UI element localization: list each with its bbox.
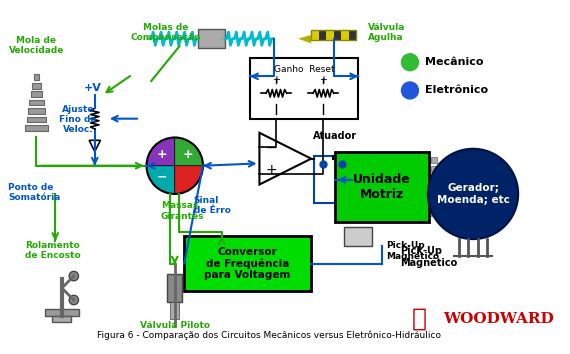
Text: +: + xyxy=(182,148,193,161)
Text: Válvula
Agulha: Válvula Agulha xyxy=(368,23,405,42)
FancyBboxPatch shape xyxy=(431,192,437,198)
FancyBboxPatch shape xyxy=(314,156,352,203)
Text: Mecânico: Mecânico xyxy=(425,57,483,67)
FancyBboxPatch shape xyxy=(32,83,40,88)
Text: WOODWARD: WOODWARD xyxy=(443,312,553,326)
Text: Atuador: Atuador xyxy=(313,131,357,141)
FancyBboxPatch shape xyxy=(431,183,437,189)
Text: Ganho  Reset: Ganho Reset xyxy=(274,65,335,74)
FancyBboxPatch shape xyxy=(349,30,356,40)
FancyBboxPatch shape xyxy=(335,152,429,222)
FancyBboxPatch shape xyxy=(170,302,180,319)
Text: Ajuste
Fino de
Veloc.: Ajuste Fino de Veloc. xyxy=(59,104,96,135)
FancyBboxPatch shape xyxy=(34,74,39,80)
Text: Ⓦ: Ⓦ xyxy=(412,307,427,331)
FancyBboxPatch shape xyxy=(431,175,437,181)
FancyBboxPatch shape xyxy=(250,57,358,119)
Text: −: − xyxy=(156,171,167,183)
Text: Massas
Girantes: Massas Girantes xyxy=(161,201,204,221)
FancyBboxPatch shape xyxy=(431,210,437,216)
Circle shape xyxy=(69,272,79,281)
Circle shape xyxy=(428,149,518,239)
Text: +: + xyxy=(265,164,276,177)
Text: +V: +V xyxy=(84,82,102,93)
FancyBboxPatch shape xyxy=(167,274,182,302)
FancyBboxPatch shape xyxy=(326,30,334,40)
FancyBboxPatch shape xyxy=(25,125,48,131)
Text: −: − xyxy=(265,141,276,155)
Text: Sinal
de Érro: Sinal de Érro xyxy=(194,196,230,215)
Text: +: + xyxy=(156,148,167,161)
Wedge shape xyxy=(146,137,175,166)
FancyBboxPatch shape xyxy=(45,309,79,316)
Wedge shape xyxy=(175,166,203,194)
Circle shape xyxy=(401,54,418,71)
FancyBboxPatch shape xyxy=(319,30,326,40)
FancyBboxPatch shape xyxy=(334,30,341,40)
FancyBboxPatch shape xyxy=(341,30,349,40)
FancyBboxPatch shape xyxy=(431,166,437,172)
Text: Eletrônico: Eletrônico xyxy=(425,85,488,96)
Text: Gerador;
Moenda; etc: Gerador; Moenda; etc xyxy=(437,183,510,205)
FancyBboxPatch shape xyxy=(198,29,225,48)
Circle shape xyxy=(401,82,418,99)
FancyBboxPatch shape xyxy=(344,227,372,246)
Text: Rolamento
de Encosto: Rolamento de Encosto xyxy=(25,241,80,261)
Text: +: + xyxy=(319,75,327,85)
FancyBboxPatch shape xyxy=(431,201,437,207)
Text: Figura 6 - Comparação dos Circuitos Mecânicos versus Eletrônico-Hidráulico: Figura 6 - Comparação dos Circuitos Mecâ… xyxy=(97,330,441,340)
FancyBboxPatch shape xyxy=(31,91,42,97)
FancyBboxPatch shape xyxy=(184,236,311,291)
FancyBboxPatch shape xyxy=(27,117,46,122)
Polygon shape xyxy=(89,140,100,152)
Text: Molas de
Compensação: Molas de Compensação xyxy=(130,23,201,42)
Text: Unidade
Motriz: Unidade Motriz xyxy=(353,173,410,201)
Wedge shape xyxy=(175,137,203,166)
Text: +: + xyxy=(272,75,280,85)
Text: Pick-Up
Magnético: Pick-Up Magnético xyxy=(386,241,439,261)
FancyBboxPatch shape xyxy=(431,157,437,163)
Text: Pick-Up
Magnético: Pick-Up Magnético xyxy=(401,246,458,268)
Text: Conversor
de Frequência
para Voltagem: Conversor de Frequência para Voltagem xyxy=(205,247,291,280)
FancyBboxPatch shape xyxy=(311,30,319,40)
Text: Mola de
Velocidade: Mola de Velocidade xyxy=(9,36,64,55)
Wedge shape xyxy=(146,166,175,194)
Circle shape xyxy=(69,295,79,305)
Polygon shape xyxy=(298,35,311,44)
Text: Ponto de
Somatória: Ponto de Somatória xyxy=(8,183,60,202)
FancyBboxPatch shape xyxy=(30,100,43,105)
Text: Válvula Piloto: Válvula Piloto xyxy=(140,321,210,330)
FancyBboxPatch shape xyxy=(52,316,71,322)
FancyBboxPatch shape xyxy=(28,108,45,114)
Polygon shape xyxy=(259,133,311,184)
